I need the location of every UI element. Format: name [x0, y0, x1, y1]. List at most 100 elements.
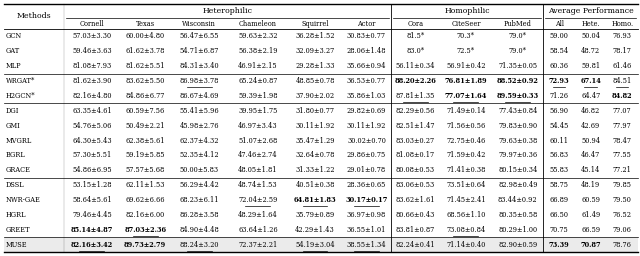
Text: 81.5*: 81.5* [406, 33, 424, 40]
Text: GMI: GMI [6, 122, 20, 130]
Text: 56.29±4.42: 56.29±4.42 [179, 181, 219, 189]
Text: 56.47±6.55: 56.47±6.55 [180, 33, 219, 40]
Text: 87.81±1.35: 87.81±1.35 [396, 92, 435, 100]
Text: 48.72: 48.72 [581, 47, 600, 55]
Text: 28.06±1.48: 28.06±1.48 [347, 47, 386, 55]
Text: 54.86±6.95: 54.86±6.95 [72, 166, 112, 174]
Text: 89.59±0.33: 89.59±0.33 [497, 92, 539, 100]
Text: 88.24±3.20: 88.24±3.20 [180, 241, 219, 249]
Text: 36.97±0.98: 36.97±0.98 [347, 211, 386, 219]
Text: 64.47: 64.47 [581, 92, 600, 100]
Text: Homophilic: Homophilic [444, 7, 490, 15]
Text: 57.57±5.68: 57.57±5.68 [125, 166, 165, 174]
Text: 28.36±0.65: 28.36±0.65 [347, 181, 386, 189]
Text: Homo.: Homo. [611, 19, 634, 27]
Text: 71.14±0.40: 71.14±0.40 [446, 241, 486, 249]
Text: 84.31±3.40: 84.31±3.40 [179, 62, 219, 70]
Text: 62.37±4.32: 62.37±4.32 [180, 136, 219, 144]
Text: 46.97±3.43: 46.97±3.43 [238, 122, 278, 130]
Text: 48.05±1.81: 48.05±1.81 [238, 166, 278, 174]
Text: 31.33±1.22: 31.33±1.22 [295, 166, 335, 174]
Text: 36.28±1.52: 36.28±1.52 [295, 33, 335, 40]
Text: 48.19: 48.19 [581, 181, 600, 189]
Text: 42.69: 42.69 [581, 122, 600, 130]
Text: 63.64±1.26: 63.64±1.26 [238, 226, 278, 234]
Text: 76.52: 76.52 [612, 211, 632, 219]
Text: 82.29±0.56: 82.29±0.56 [396, 107, 435, 115]
Text: 72.5*: 72.5* [457, 47, 475, 55]
Text: 71.49±0.14: 71.49±0.14 [446, 107, 486, 115]
Text: CiteSeer: CiteSeer [451, 19, 481, 27]
Text: 29.86±0.75: 29.86±0.75 [347, 151, 386, 159]
Text: 46.82: 46.82 [581, 107, 600, 115]
Text: 83.44±0.92: 83.44±0.92 [498, 196, 538, 204]
Text: 72.04±2.59: 72.04±2.59 [238, 196, 278, 204]
Text: GREET: GREET [6, 226, 31, 234]
Text: 62.11±1.53: 62.11±1.53 [125, 181, 165, 189]
Text: 79.83±0.90: 79.83±0.90 [499, 122, 538, 130]
Text: Cora: Cora [407, 19, 423, 27]
Text: 58.75: 58.75 [550, 181, 568, 189]
Text: 39.95±1.75: 39.95±1.75 [238, 107, 278, 115]
Text: 58.64±5.61: 58.64±5.61 [72, 196, 112, 204]
Text: 71.45±2.41: 71.45±2.41 [446, 196, 486, 204]
Text: 79.0*: 79.0* [509, 33, 527, 40]
Text: 72.93: 72.93 [549, 77, 570, 85]
Text: 77.07: 77.07 [613, 107, 632, 115]
Text: 76.81±1.89: 76.81±1.89 [445, 77, 487, 85]
Text: 71.26: 71.26 [550, 92, 568, 100]
Text: 78.76: 78.76 [612, 241, 632, 249]
Text: 80.29±1.00: 80.29±1.00 [499, 226, 538, 234]
Text: 60.59: 60.59 [581, 196, 600, 204]
Text: 40.51±0.38: 40.51±0.38 [295, 181, 335, 189]
Text: Actor: Actor [357, 19, 376, 27]
Text: 81.08±7.93: 81.08±7.93 [72, 62, 111, 70]
Text: 80.35±0.58: 80.35±0.58 [498, 211, 538, 219]
Text: 79.06: 79.06 [612, 226, 632, 234]
Text: 73.39: 73.39 [548, 241, 570, 249]
Text: 35.86±1.03: 35.86±1.03 [347, 92, 386, 100]
Text: 84.82: 84.82 [612, 92, 632, 100]
Text: 69.62±6.66: 69.62±6.66 [125, 196, 165, 204]
Text: 50.94: 50.94 [581, 136, 600, 144]
Text: 50.04: 50.04 [581, 33, 600, 40]
Text: 76.93: 76.93 [612, 33, 632, 40]
Text: 82.16±6.00: 82.16±6.00 [125, 211, 165, 219]
Text: 48.85±0.78: 48.85±0.78 [295, 77, 335, 85]
Text: 50.49±2.21: 50.49±2.21 [125, 122, 165, 130]
Text: 81.62±5.51: 81.62±5.51 [125, 62, 165, 70]
Text: 79.97±0.36: 79.97±0.36 [499, 151, 538, 159]
Text: 52.35±4.12: 52.35±4.12 [179, 151, 219, 159]
Text: 70.87: 70.87 [580, 241, 601, 249]
Text: 32.09±3.27: 32.09±3.27 [296, 47, 335, 55]
Text: 54.71±6.87: 54.71±6.87 [180, 47, 219, 55]
Text: 72.75±0.46: 72.75±0.46 [446, 136, 486, 144]
Text: 85.14±4.87: 85.14±4.87 [70, 226, 113, 234]
Text: 51.07±2.68: 51.07±2.68 [238, 136, 278, 144]
Text: 72.37±2.21: 72.37±2.21 [238, 241, 278, 249]
Text: 82.51±1.47: 82.51±1.47 [396, 122, 435, 130]
Text: 47.46±2.74: 47.46±2.74 [238, 151, 278, 159]
Text: DGI: DGI [6, 107, 19, 115]
Text: 71.59±0.42: 71.59±0.42 [446, 151, 486, 159]
Text: GCN: GCN [6, 33, 22, 40]
Text: 56.90: 56.90 [550, 107, 568, 115]
Text: 70.75: 70.75 [550, 226, 568, 234]
Bar [4, 237, 638, 252]
Text: 82.16±4.80: 82.16±4.80 [72, 92, 111, 100]
Text: 70.3*: 70.3* [457, 33, 475, 40]
Text: 86.28±3.58: 86.28±3.58 [180, 211, 219, 219]
Text: 71.41±0.38: 71.41±0.38 [446, 166, 486, 174]
Text: 89.73±2.79: 89.73±2.79 [124, 241, 166, 249]
Text: BGRL: BGRL [6, 151, 26, 159]
Text: 53.15±1.28: 53.15±1.28 [72, 181, 111, 189]
Text: Average Performance: Average Performance [548, 7, 634, 15]
Text: 81.62±3.90: 81.62±3.90 [72, 77, 111, 85]
Text: 71.56±0.56: 71.56±0.56 [446, 122, 486, 130]
Text: 78.47: 78.47 [612, 136, 632, 144]
Text: 56.83: 56.83 [550, 151, 569, 159]
Text: 65.24±0.87: 65.24±0.87 [238, 77, 278, 85]
Text: NWR-GAE: NWR-GAE [6, 196, 41, 204]
Text: 54.19±3.04: 54.19±3.04 [295, 241, 335, 249]
Text: 77.55: 77.55 [612, 151, 632, 159]
